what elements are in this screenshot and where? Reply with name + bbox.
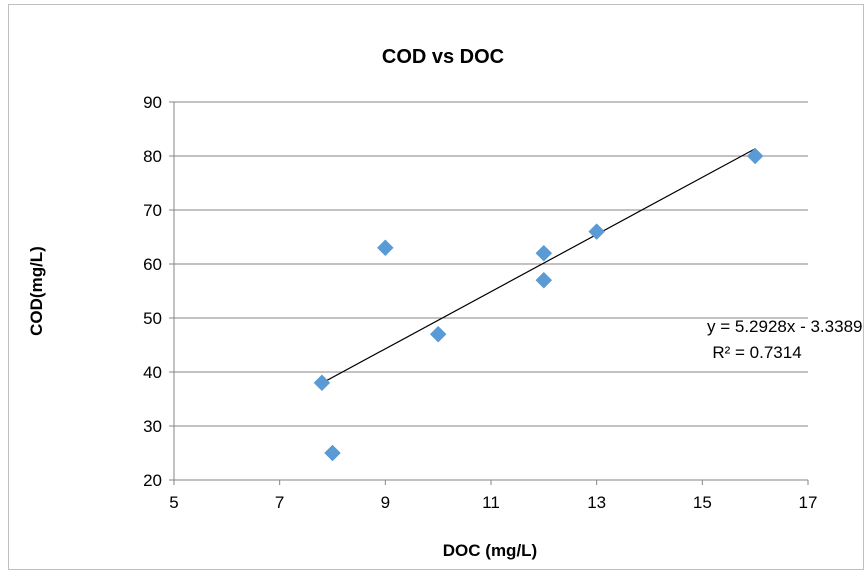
x-tick-labels: 5 7 9 11 13 15 17 (169, 493, 817, 512)
y-axis-title: COD(mg/L) (27, 246, 46, 336)
gridlines (169, 101, 808, 481)
x-tick-label-5: 5 (169, 493, 178, 512)
x-axis-title: DOC (mg/L) (443, 541, 537, 560)
x-tick-label-17: 17 (799, 493, 818, 512)
y-tick-label-70: 70 (143, 201, 162, 220)
y-tick-labels: 20 30 40 50 60 70 80 90 (143, 93, 162, 490)
trendline (321, 148, 756, 384)
x-tick-label-13: 13 (587, 493, 606, 512)
data-points (313, 147, 764, 462)
data-point-7 (588, 223, 606, 240)
y-tick-label-40: 40 (143, 363, 162, 382)
y-tick-label-90: 90 (143, 93, 162, 112)
x-tick-label-11: 11 (482, 493, 500, 512)
axes (173, 102, 809, 485)
x-tick-label-7: 7 (275, 493, 284, 512)
data-point-8 (746, 147, 764, 165)
data-point-5 (535, 244, 553, 262)
trendline-equation: y = 5.2928x - 3.3389 (707, 317, 862, 336)
data-point-3 (376, 239, 394, 257)
chart-title: COD vs DOC (382, 46, 504, 68)
chart-frame (8, 4, 864, 570)
x-tick-label-15: 15 (693, 493, 712, 512)
y-tick-label-50: 50 (143, 309, 162, 328)
y-tick-label-60: 60 (143, 255, 162, 274)
y-tick-label-30: 30 (143, 417, 162, 436)
data-point-1 (313, 374, 331, 392)
trendline-r2: R² = 0.7314 (712, 343, 801, 362)
data-point-4 (429, 325, 447, 343)
data-point-6 (535, 271, 553, 289)
y-tick-label-80: 80 (143, 147, 162, 166)
x-tick-label-9: 9 (381, 493, 390, 512)
data-point-2 (324, 444, 341, 462)
trendline-group (321, 148, 756, 384)
y-tick-label-20: 20 (143, 471, 162, 490)
